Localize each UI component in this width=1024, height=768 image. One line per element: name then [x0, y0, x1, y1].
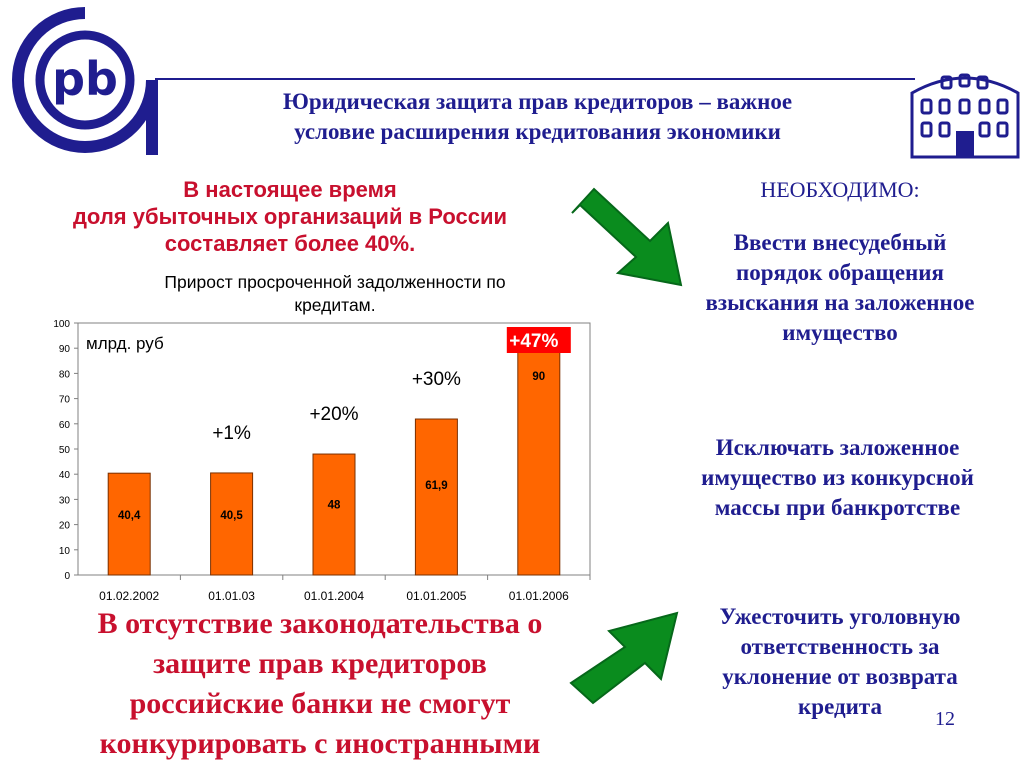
page-number: 12: [935, 708, 955, 730]
y-tick-label: 20: [59, 521, 71, 532]
page-title: Юридическая защита прав кредиторов – важ…: [165, 87, 910, 147]
y-tick-label: 70: [59, 395, 71, 406]
action-extrajudicial-foreclosure: Ввести внесудебный порядок обращения взы…: [670, 228, 1010, 348]
title-divider-vertical: [155, 78, 157, 154]
bar-value-label: 90: [532, 371, 545, 383]
overdue-debt-bar-chart: 0 10 20 30 40 50 60 70 80 90 100 01.02.2002 01.01.0…: [53, 319, 591, 603]
y-tick-label: 60: [59, 420, 71, 431]
action1-line: порядок обращения: [736, 260, 944, 285]
bar: [210, 472, 254, 576]
action3-line: ответственность за: [740, 634, 940, 659]
intro-line-1: В настоящее время: [183, 177, 397, 202]
bar-value-label: 40,5: [220, 510, 243, 522]
action3-line: уклонение от возврата: [722, 664, 958, 689]
chart-title: Прирост просроченной задолженности по кр…: [90, 271, 580, 317]
bottom-line-3: российские банки не смогут: [129, 687, 511, 720]
action2-line: Исключать заложенное: [715, 435, 960, 460]
action1-line: Ввести внесудебный: [733, 230, 947, 255]
action1-line: имущество: [782, 320, 898, 345]
y-tick-label: 0: [64, 571, 70, 582]
chart-title-line-1: Прирост просроченной задолженности по: [164, 272, 506, 292]
arrow-right-down-icon: [571, 187, 683, 287]
action-exclude-collateral: Исключать заложенное имущество из конкур…: [665, 433, 1010, 523]
action1-line: взыскания на заложенное: [705, 290, 975, 315]
bottom-line-2: защите прав кредиторов: [153, 647, 487, 680]
y-tick-label: 10: [59, 546, 71, 557]
unit-label: млрд. руб: [86, 334, 164, 353]
bar: [414, 418, 458, 576]
bottom-line-1: В отсутствие законодательства о: [97, 607, 543, 640]
x-tick-label: 01.01.2005: [406, 589, 466, 603]
title-divider: [155, 78, 915, 80]
action2-line: массы при банкротстве: [714, 495, 961, 520]
bar-value-label: 48: [328, 499, 341, 511]
growth-label: +47%: [509, 331, 558, 352]
x-tick-label: 01.01.2006: [509, 589, 569, 603]
arrow-right-up-icon: [569, 611, 679, 705]
growth-highlight-box: [506, 327, 571, 353]
y-tick-label: 50: [59, 445, 71, 456]
chart-title-line-2: кредитам.: [294, 295, 376, 315]
x-tick-label: 01.01.03: [208, 589, 255, 603]
title-line-1: Юридическая защита прав кредиторов – важ…: [282, 89, 793, 114]
intro-statement: В настоящее время доля убыточных организ…: [10, 176, 570, 257]
bottom-line-4: конкурировать с иностранными: [99, 727, 541, 760]
y-tick-label: 90: [59, 344, 71, 355]
y-tick-label: 100: [53, 319, 70, 330]
bank-logo-icon: pb: [12, 7, 158, 155]
growth-label: +30%: [412, 369, 461, 390]
intro-line-2: доля убыточных организаций в России: [72, 204, 508, 229]
action-criminal-liability: Ужесточить уголовную ответственность за …: [675, 602, 1005, 722]
growth-label: +20%: [309, 404, 358, 425]
action3-line: Ужесточить уголовную: [719, 604, 961, 629]
bar-value-label: 61,9: [425, 480, 447, 492]
y-tick-label: 30: [59, 495, 71, 506]
bar-value-label: 40,4: [118, 510, 141, 522]
bottom-statement: В отсутствие законодательства о защите п…: [55, 604, 585, 764]
growth-label: +1%: [212, 423, 251, 444]
bar: [107, 472, 151, 576]
action3-line: кредита: [798, 694, 882, 719]
logo-text: pb: [52, 52, 118, 106]
y-tick-label: 40: [59, 470, 71, 481]
action2-line: имущество из конкурсной: [701, 465, 974, 490]
x-tick-label: 01.01.2004: [304, 589, 364, 603]
intro-line-3: составляет более 40%.: [164, 231, 416, 256]
bar: [312, 453, 356, 576]
title-line-2: условие расширения кредитования экономик…: [294, 119, 781, 144]
building-icon: [910, 73, 1020, 159]
necessary-heading: НЕОБХОДИМО:: [760, 177, 920, 202]
x-tick-label: 01.02.2002: [99, 589, 159, 603]
y-tick-label: 80: [59, 369, 71, 380]
